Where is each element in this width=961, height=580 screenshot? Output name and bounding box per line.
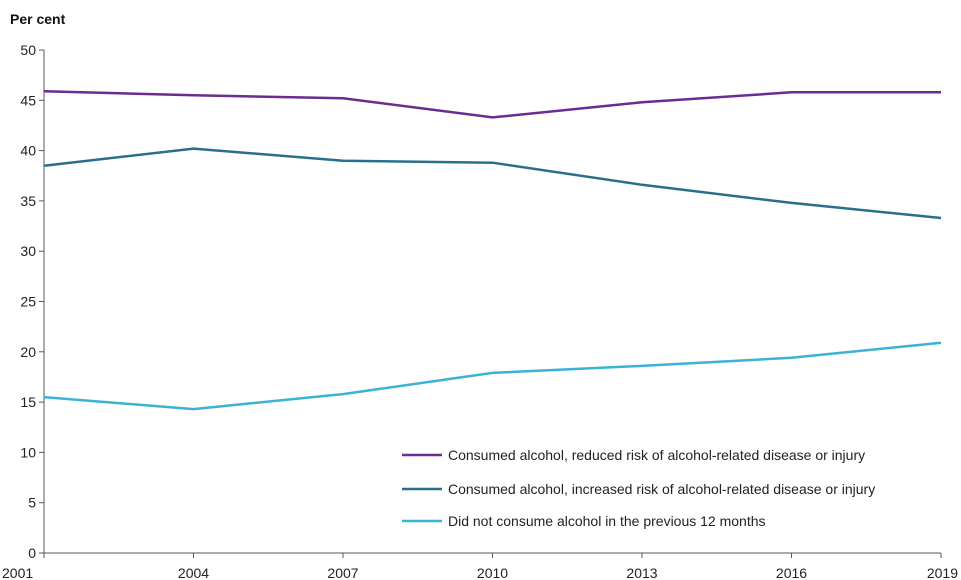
x-tick-label: 2007 [327,565,358,580]
y-tick-label: 5 [28,495,36,511]
legend-label: Consumed alcohol, reduced risk of alcoho… [448,447,865,463]
y-tick-label: 20 [20,344,36,360]
x-tick-label: 2001 [2,565,33,580]
legend: Consumed alcohol, reduced risk of alcoho… [402,447,875,529]
axes [43,50,941,554]
x-tick-label: 2016 [776,565,807,580]
x-axis-ticks: 2001 2004 2007 2010 2013 2016 2019 [2,553,958,580]
legend-label: Consumed alcohol, increased risk of alco… [448,481,875,497]
y-tick-label: 35 [20,193,36,209]
y-tick-label: 0 [28,545,36,561]
y-tick-label: 10 [20,444,36,460]
legend-label: Did not consume alcohol in the previous … [448,513,766,529]
y-tick-label: 30 [20,243,36,259]
series-line-1 [43,89,941,119]
y-tick-label: 40 [20,143,36,159]
y-axis-ticks: 0 5 10 15 20 25 30 35 40 45 50 [20,42,44,561]
x-tick-label: 2013 [626,565,657,580]
y-axis-title: Per cent [10,11,66,27]
series-lines [43,89,942,411]
y-tick-label: 15 [20,394,36,410]
y-tick-label: 50 [20,42,36,58]
series-line-3 [43,341,942,411]
y-tick-label: 45 [20,92,36,108]
y-tick-label: 25 [20,294,36,310]
x-tick-label: 2019 [927,565,958,580]
x-tick-label: 2010 [477,565,508,580]
x-tick-label: 2004 [178,565,209,580]
series-line-2 [43,147,942,220]
